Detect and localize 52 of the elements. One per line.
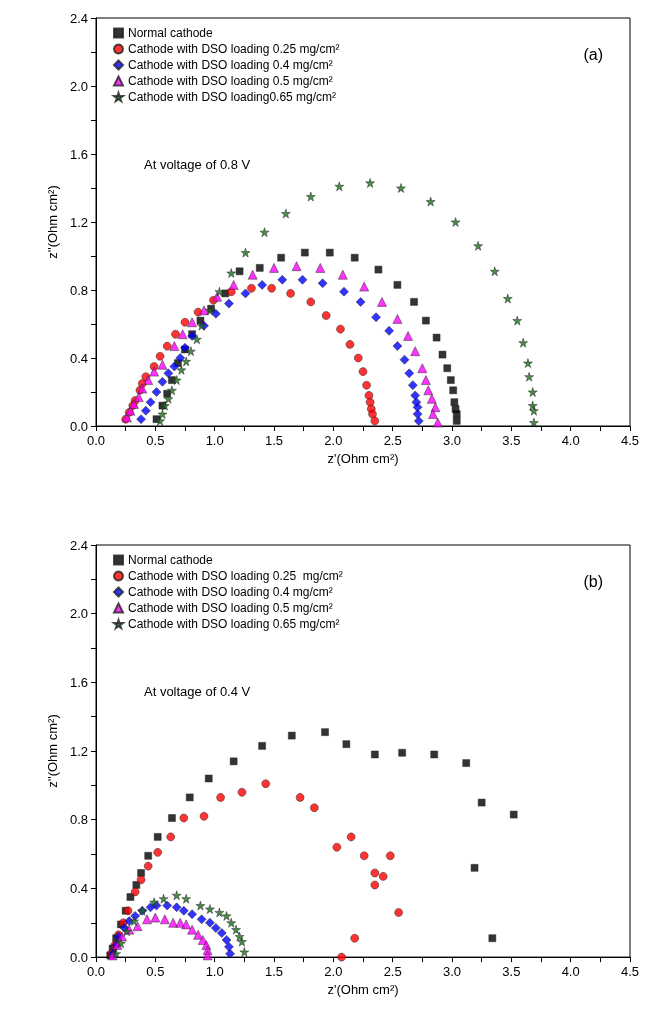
x-tick-label: 1.5 bbox=[264, 964, 284, 980]
x-tick-label: 3.5 bbox=[502, 433, 521, 448]
x-tick-label: 0.5 bbox=[146, 433, 165, 448]
y-tick-label: 2.0 bbox=[69, 606, 88, 622]
x-axis-title: z'(Ohm cm²) bbox=[327, 450, 399, 466]
x-tick-label: 1.0 bbox=[205, 964, 224, 980]
annotation: (a) bbox=[583, 45, 604, 63]
y-tick-label: 1.2 bbox=[69, 214, 88, 230]
annotation: (b) bbox=[583, 572, 604, 590]
x-tick-label: 0.5 bbox=[146, 964, 165, 980]
y-axis-title: z''(Ohm cm²) bbox=[45, 714, 61, 788]
x-tick-label: 0.0 bbox=[86, 433, 106, 448]
x-axis-title: z'(Ohm cm²) bbox=[327, 982, 399, 997]
legend-label: Cathode with DSO loading 0.5 mg/cm² bbox=[128, 74, 333, 88]
x-tick-label: 3.0 bbox=[442, 433, 462, 448]
x-tick-label: 1.0 bbox=[205, 433, 224, 448]
legend-label: Cathode with DSO loading0.65 mg/cm² bbox=[128, 90, 337, 104]
legend-label: Cathode with DSO loading 0.25 mg/cm² bbox=[128, 569, 343, 583]
y-tick-label: 0.0 bbox=[69, 418, 88, 434]
x-tick-label: 4.0 bbox=[561, 433, 580, 448]
y-tick-label: 1.6 bbox=[69, 674, 88, 690]
x-tick-label: 4.0 bbox=[561, 964, 580, 980]
x-tick-label: 2.0 bbox=[324, 433, 343, 448]
y-tick-label: 0.4 bbox=[69, 350, 88, 366]
y-tick-label: 1.6 bbox=[69, 146, 88, 162]
y-tick-label: 0.8 bbox=[69, 282, 88, 298]
y-axis-title: z''(Ohm cm²) bbox=[45, 185, 61, 259]
x-tick-label: 2.5 bbox=[383, 964, 402, 980]
x-tick-label: 4.5 bbox=[620, 433, 640, 448]
y-tick-label: 2.0 bbox=[69, 78, 88, 94]
x-tick-label: 2.0 bbox=[324, 964, 343, 980]
legend-label: Normal cathode bbox=[128, 553, 214, 567]
x-tick-label: 1.5 bbox=[264, 433, 284, 448]
y-tick-label: 2.4 bbox=[69, 537, 88, 553]
x-tick-label: 4.5 bbox=[620, 964, 640, 980]
legend-label: Normal cathode bbox=[128, 26, 214, 40]
legend-label: Cathode with DSO loading 0.4 mg/cm² bbox=[128, 58, 333, 72]
legend-label: Cathode with DSO loading 0.65 mg/cm² bbox=[128, 617, 340, 631]
y-tick-label: 2.4 bbox=[69, 10, 88, 26]
legend-label: Cathode with DSO loading 0.25 mg/cm² bbox=[128, 42, 340, 56]
legend-label: Cathode with DSO loading 0.5 mg/cm² bbox=[128, 601, 333, 615]
x-tick-label: 0.0 bbox=[86, 964, 106, 980]
y-tick-label: 0.8 bbox=[69, 812, 88, 828]
y-tick-label: 1.2 bbox=[69, 743, 88, 759]
legend-label: Cathode with DSO loading 0.4 mg/cm² bbox=[128, 585, 333, 599]
x-tick-label: 3.0 bbox=[442, 964, 462, 980]
y-tick-label: 0.4 bbox=[69, 880, 88, 896]
x-tick-label: 3.5 bbox=[502, 964, 521, 980]
annotation: At voltage of 0.8 V bbox=[144, 157, 251, 172]
x-tick-label: 2.5 bbox=[383, 433, 402, 448]
y-tick-label: 0.0 bbox=[69, 949, 88, 965]
annotation: At voltage of 0.4 V bbox=[144, 684, 251, 699]
